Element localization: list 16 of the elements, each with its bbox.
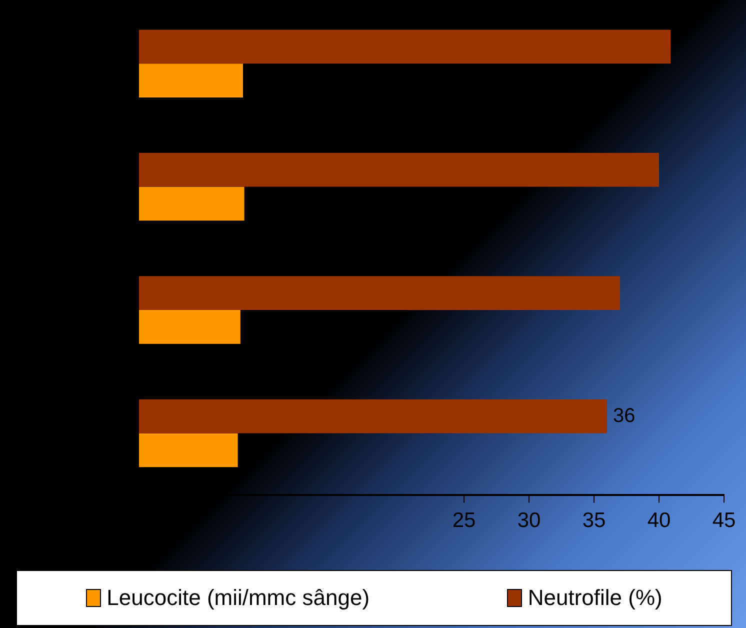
x-tick-label: 45 [712, 509, 736, 532]
bar [139, 310, 240, 344]
legend-label: Leucocite (mii/mmc sânge) [106, 585, 370, 611]
bar [139, 276, 620, 310]
bar [139, 152, 659, 187]
x-tick-label: 35 [582, 509, 606, 532]
data-label: 36 [613, 404, 636, 427]
bar [139, 399, 607, 434]
bar [139, 186, 244, 221]
x-tick-label: 30 [517, 509, 541, 532]
bar [139, 30, 671, 64]
bar [139, 433, 238, 468]
legend-label: Neutrofile (%) [528, 585, 662, 611]
bar [139, 64, 243, 98]
x-tick-label: 40 [647, 509, 671, 532]
x-tick-label: 25 [452, 509, 476, 532]
